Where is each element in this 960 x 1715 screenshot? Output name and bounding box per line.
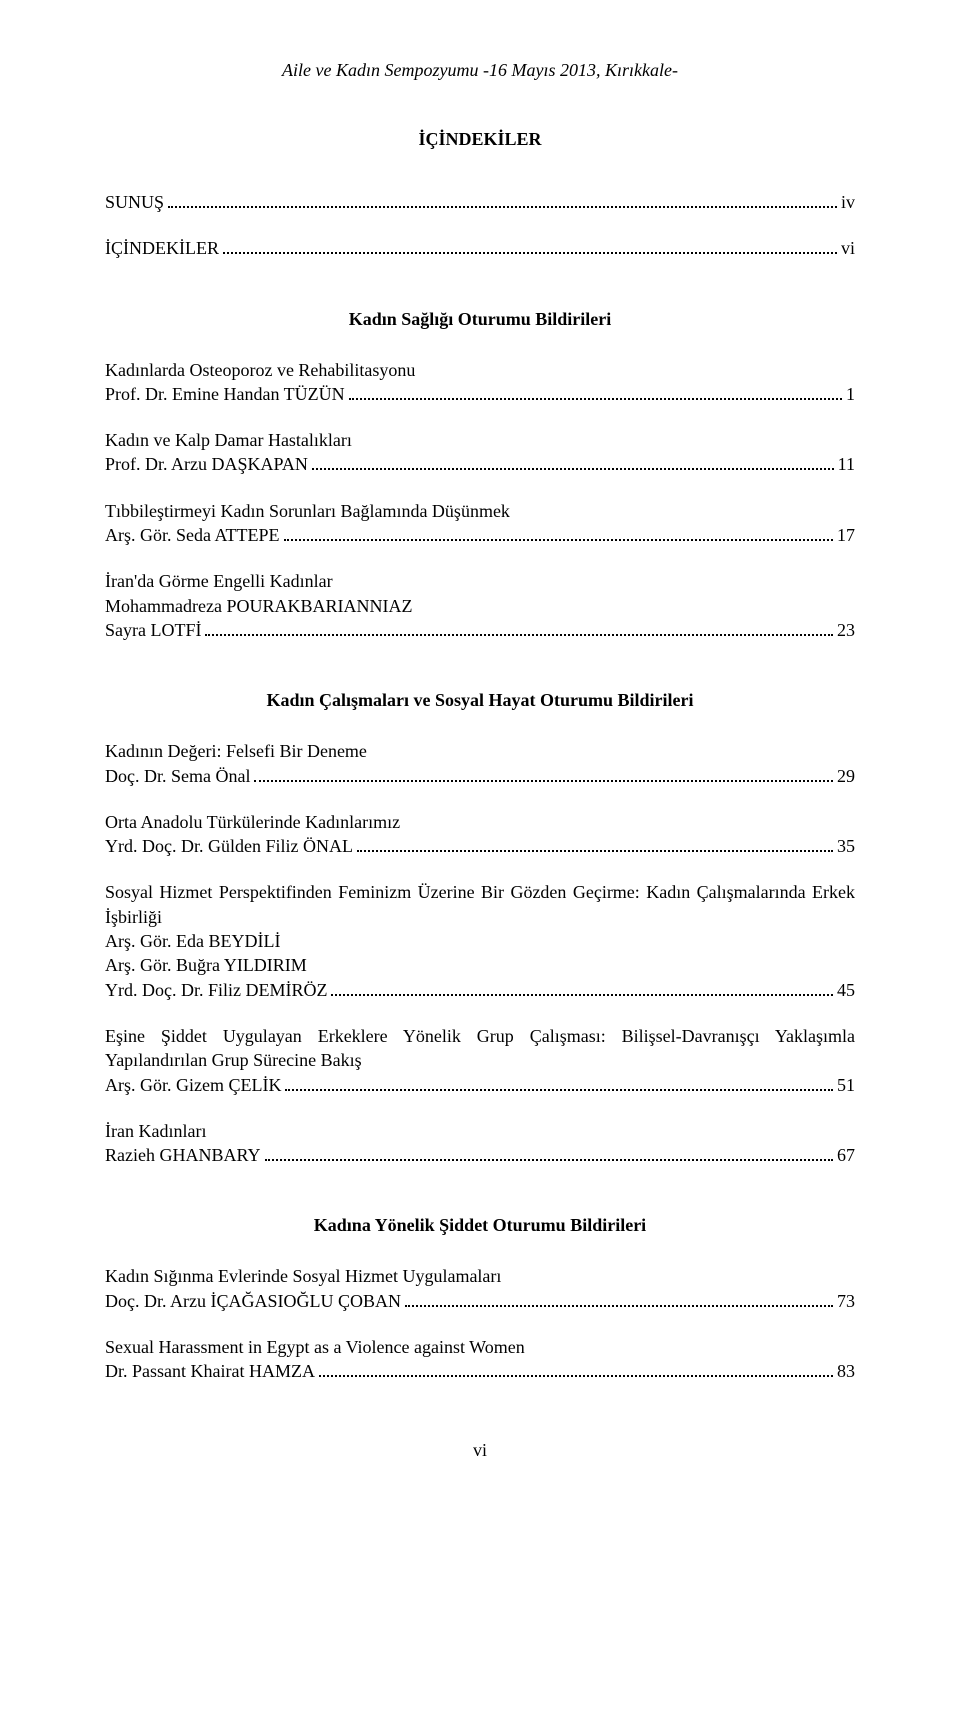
toc-line: Kadın Sığınma Evlerinde Sosyal Hizmet Uy… — [105, 1264, 855, 1288]
toc-entry: Eşine Şiddet Uygulayan Erkeklere Yönelik… — [105, 1024, 855, 1097]
toc-line: Kadınlarda Osteoporoz ve Rehabilitasyonu — [105, 358, 855, 382]
toc-page: 51 — [837, 1073, 855, 1097]
toc-page: 67 — [837, 1143, 855, 1167]
toc-label: Prof. Dr. Arzu DAŞKAPAN — [105, 452, 308, 476]
toc-leader-dots — [357, 836, 833, 852]
toc-label: Yrd. Doç. Dr. Gülden Filiz ÖNAL — [105, 834, 353, 858]
section-title: Kadın Sağlığı Oturumu Bildirileri — [105, 309, 855, 330]
section-title: Kadına Yönelik Şiddet Oturumu Bildiriler… — [105, 1215, 855, 1236]
toc-entry: Sexual Harassment in Egypt as a Violence… — [105, 1335, 855, 1384]
toc-page: 73 — [837, 1289, 855, 1313]
toc-entry: Sosyal Hizmet Perspektifinden Feminizm Ü… — [105, 880, 855, 1001]
toc-leader-dots — [168, 192, 837, 208]
toc-label: Yrd. Doç. Dr. Filiz DEMİRÖZ — [105, 978, 327, 1002]
toc-leader-dots — [285, 1074, 833, 1090]
toc-entry: Kadının Değeri: Felsefi Bir DenemeDoç. D… — [105, 739, 855, 788]
toc-entry: İran'da Görme Engelli KadınlarMohammadre… — [105, 569, 855, 642]
toc-label: Arş. Gör. Gizem ÇELİK — [105, 1073, 281, 1097]
toc-label: Dr. Passant Khairat HAMZA — [105, 1359, 315, 1383]
toc-leader-dots — [331, 979, 833, 995]
toc-entry: Kadın Sığınma Evlerinde Sosyal Hizmet Uy… — [105, 1264, 855, 1313]
toc-page: 35 — [837, 834, 855, 858]
toc-page: 23 — [837, 618, 855, 642]
toc-leader-dots — [205, 620, 833, 636]
toc-line: İran'da Görme Engelli Kadınlar — [105, 569, 855, 593]
toc-entry: Kadınlarda Osteoporoz ve Rehabilitasyonu… — [105, 358, 855, 407]
toc-leader-dots — [312, 454, 834, 470]
toc-label: SUNUŞ — [105, 190, 164, 214]
toc-line: Kadın ve Kalp Damar Hastalıkları — [105, 428, 855, 452]
toc-entry: SUNUŞ iv — [105, 190, 855, 214]
toc-page: vi — [841, 236, 855, 260]
section-title: Kadın Çalışmaları ve Sosyal Hayat Oturum… — [105, 690, 855, 711]
toc-entry: İran KadınlarıRazieh GHANBARY 67 — [105, 1119, 855, 1168]
toc-line: Arş. Gör. Eda BEYDİLİ — [105, 929, 855, 953]
toc-leader-dots — [284, 525, 834, 541]
page-number: vi — [105, 1440, 855, 1461]
toc-label: Sayra LOTFİ — [105, 618, 201, 642]
toc-line: Sosyal Hizmet Perspektifinden Feminizm Ü… — [105, 880, 855, 929]
toc-line: Tıbbileştirmeyi Kadın Sorunları Bağlamın… — [105, 499, 855, 523]
toc-leader-dots — [254, 765, 833, 781]
toc-label: Doç. Dr. Sema Önal — [105, 764, 250, 788]
running-header: Aile ve Kadın Sempozyumu -16 Mayıs 2013,… — [105, 60, 855, 81]
toc-entry: Kadın ve Kalp Damar HastalıklarıProf. Dr… — [105, 428, 855, 477]
toc-page: 45 — [837, 978, 855, 1002]
toc-line: Kadının Değeri: Felsefi Bir Deneme — [105, 739, 855, 763]
toc-line: Eşine Şiddet Uygulayan Erkeklere Yönelik… — [105, 1024, 855, 1073]
toc-label: Doç. Dr. Arzu İÇAĞASIOĞLU ÇOBAN — [105, 1289, 401, 1313]
toc-label: Arş. Gör. Seda ATTEPE — [105, 523, 280, 547]
toc-page: 83 — [837, 1359, 855, 1383]
toc-page: 17 — [837, 523, 855, 547]
toc-line: Mohammadreza POURAKBARIANNIAZ — [105, 594, 855, 618]
toc-label: Razieh GHANBARY — [105, 1143, 261, 1167]
toc-line: İran Kadınları — [105, 1119, 855, 1143]
toc-leader-dots — [405, 1291, 833, 1307]
toc-page: 11 — [838, 452, 855, 476]
toc-leader-dots — [319, 1361, 833, 1377]
toc-entry: Orta Anadolu Türkülerinde KadınlarımızYr… — [105, 810, 855, 859]
toc-entry: İÇİNDEKİLER vi — [105, 236, 855, 260]
toc-leader-dots — [349, 384, 842, 400]
toc-leader-dots — [223, 238, 837, 254]
toc-page: 1 — [846, 382, 855, 406]
toc-label: Prof. Dr. Emine Handan TÜZÜN — [105, 382, 345, 406]
toc-line: Orta Anadolu Türkülerinde Kadınlarımız — [105, 810, 855, 834]
main-title: İÇİNDEKİLER — [105, 129, 855, 150]
toc-line: Sexual Harassment in Egypt as a Violence… — [105, 1335, 855, 1359]
toc-line: Arş. Gör. Buğra YILDIRIM — [105, 953, 855, 977]
toc-leader-dots — [265, 1145, 834, 1161]
toc-label: İÇİNDEKİLER — [105, 236, 219, 260]
toc-page: 29 — [837, 764, 855, 788]
toc-entry: Tıbbileştirmeyi Kadın Sorunları Bağlamın… — [105, 499, 855, 548]
toc-page: iv — [841, 190, 855, 214]
